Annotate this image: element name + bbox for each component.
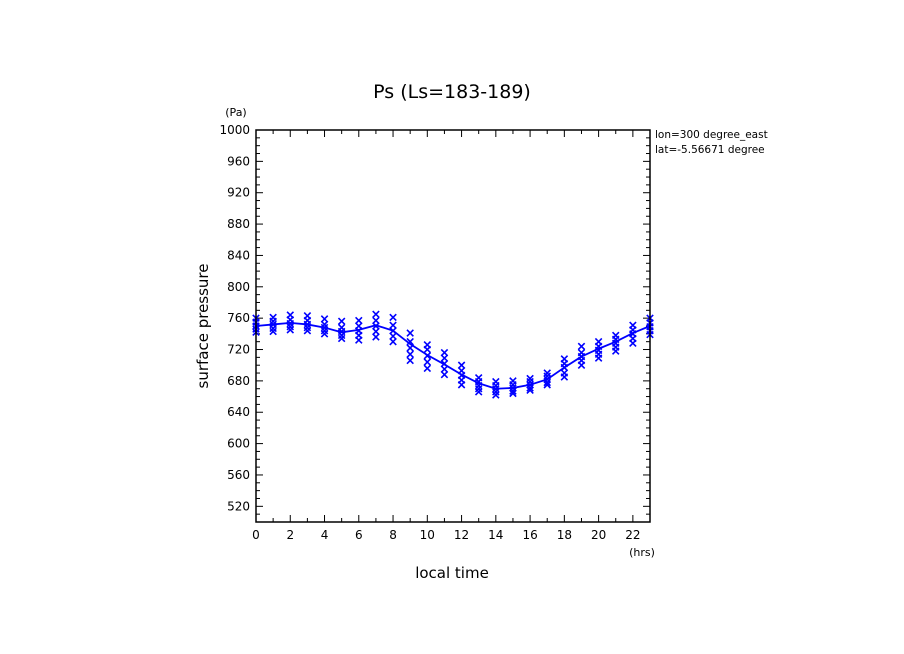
y-tick-label: 600	[227, 437, 250, 451]
y-tick-label: 760	[227, 311, 250, 325]
axis-ticks: 0 2 4 6 8 10 12 14 16 18 20 22 520 560 600 640 680 720 760…	[219, 123, 651, 542]
data-point	[611, 331, 620, 340]
data-point	[406, 337, 414, 346]
data-point	[577, 342, 586, 351]
plot-frame	[255, 129, 651, 523]
x-axis-label: local time	[415, 564, 489, 582]
x-tick-label: 20	[591, 528, 606, 542]
y-tick-label: 560	[227, 468, 250, 482]
data-point	[509, 377, 517, 385]
data-point	[320, 320, 329, 329]
y-tick-label: 680	[227, 374, 250, 388]
data-point	[526, 386, 534, 395]
y-tick-label: 800	[227, 280, 250, 294]
x-tick-label: 12	[454, 528, 469, 542]
data-point	[509, 389, 517, 398]
data-point	[440, 370, 449, 379]
data-point	[577, 348, 586, 357]
annotation-lon: lon=300 degree_east	[655, 129, 768, 141]
x-tick-label: 2	[286, 528, 294, 542]
data-point	[389, 321, 397, 329]
data-point	[560, 369, 569, 377]
data-point	[269, 313, 277, 322]
data-point	[423, 341, 432, 349]
data-point	[372, 322, 380, 330]
data-point	[492, 377, 500, 386]
x-tick-label: 22	[625, 528, 640, 542]
x-tick-label: 16	[522, 528, 537, 542]
y-tick-label: 840	[227, 248, 250, 262]
data-point	[406, 329, 414, 337]
y-unit-label: (Pa)	[225, 106, 246, 119]
x-tick-label: 0	[252, 528, 260, 542]
data-point	[355, 316, 363, 325]
series-line	[255, 321, 651, 390]
data-point	[355, 322, 363, 330]
data-point	[594, 337, 603, 346]
data-point	[543, 381, 551, 389]
y-tick-label: 720	[227, 343, 250, 357]
annotation-lat: lat=-5.56671 degree	[655, 144, 765, 156]
y-tick-label: 880	[227, 217, 250, 231]
x-tick-label: 4	[321, 528, 329, 542]
data-point	[440, 365, 449, 373]
data-point	[303, 312, 312, 320]
y-tick-label: 960	[227, 154, 250, 168]
data-point	[406, 350, 414, 358]
data-point	[320, 315, 329, 323]
data-point	[372, 316, 380, 325]
data-point	[474, 373, 483, 382]
data-point	[543, 369, 551, 377]
y-tick-label: 1000	[219, 123, 250, 137]
data-point	[372, 310, 380, 319]
data-point	[423, 364, 432, 373]
x-unit-label: (hrs)	[629, 546, 655, 559]
y-tick-label: 640	[227, 405, 250, 419]
data-point	[457, 366, 466, 375]
data-point	[337, 323, 346, 332]
data-point	[457, 361, 466, 369]
data-point	[389, 337, 397, 346]
data-point	[372, 327, 380, 336]
x-tick-label: 14	[488, 528, 503, 542]
plot-area	[252, 310, 654, 399]
data-point	[629, 321, 637, 329]
x-tick-label: 8	[389, 528, 397, 542]
data-point	[423, 352, 432, 360]
data-point	[440, 359, 449, 368]
data-point	[560, 355, 569, 363]
data-point	[440, 354, 449, 362]
data-point	[440, 348, 449, 357]
data-point	[372, 333, 380, 341]
data-point	[389, 313, 397, 322]
data-point	[423, 358, 432, 366]
x-tick-label: 10	[420, 528, 435, 542]
data-point	[389, 332, 397, 340]
data-point	[526, 374, 534, 383]
y-tick-label: 520	[227, 499, 250, 513]
y-axis-label: surface pressure	[194, 264, 212, 389]
data-point	[406, 344, 414, 352]
x-tick-label: 18	[557, 528, 572, 542]
y-tick-label: 920	[227, 186, 250, 200]
data-point	[286, 311, 295, 319]
chart-title: Ps (Ls=183-189)	[373, 81, 531, 103]
data-point	[389, 326, 397, 335]
data-point	[406, 356, 414, 365]
data-point	[337, 317, 346, 326]
x-tick-label: 6	[355, 528, 363, 542]
